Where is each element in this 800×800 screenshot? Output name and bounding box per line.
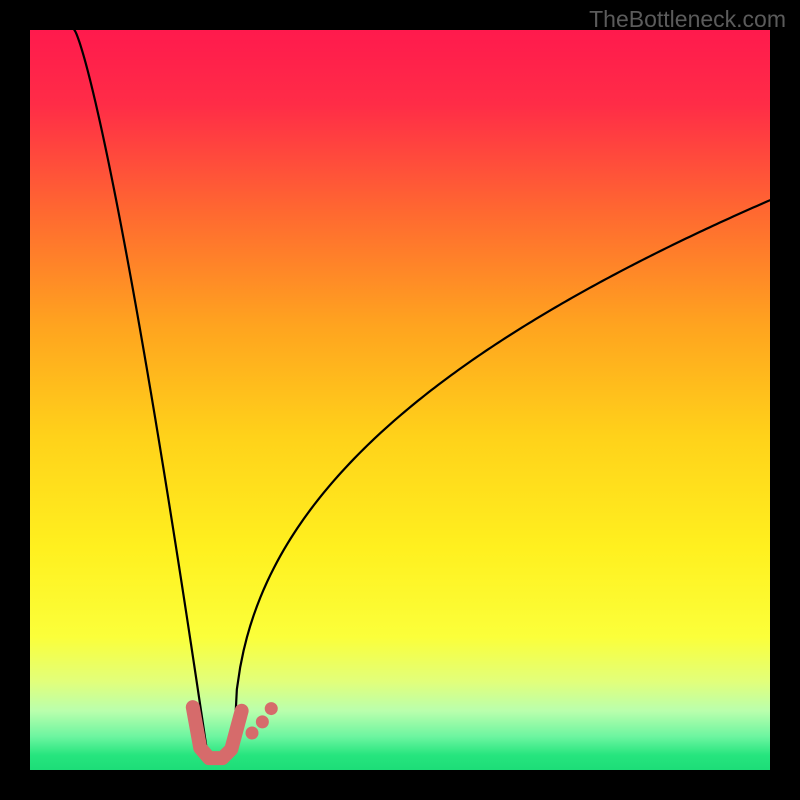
cusp-dot-0: [246, 727, 259, 740]
cusp-dot-2: [265, 702, 278, 715]
chart-svg: [30, 30, 770, 770]
watermark-text: TheBottleneck.com: [589, 6, 786, 33]
cusp-dot-1: [256, 715, 269, 728]
plot-area: [30, 30, 770, 770]
